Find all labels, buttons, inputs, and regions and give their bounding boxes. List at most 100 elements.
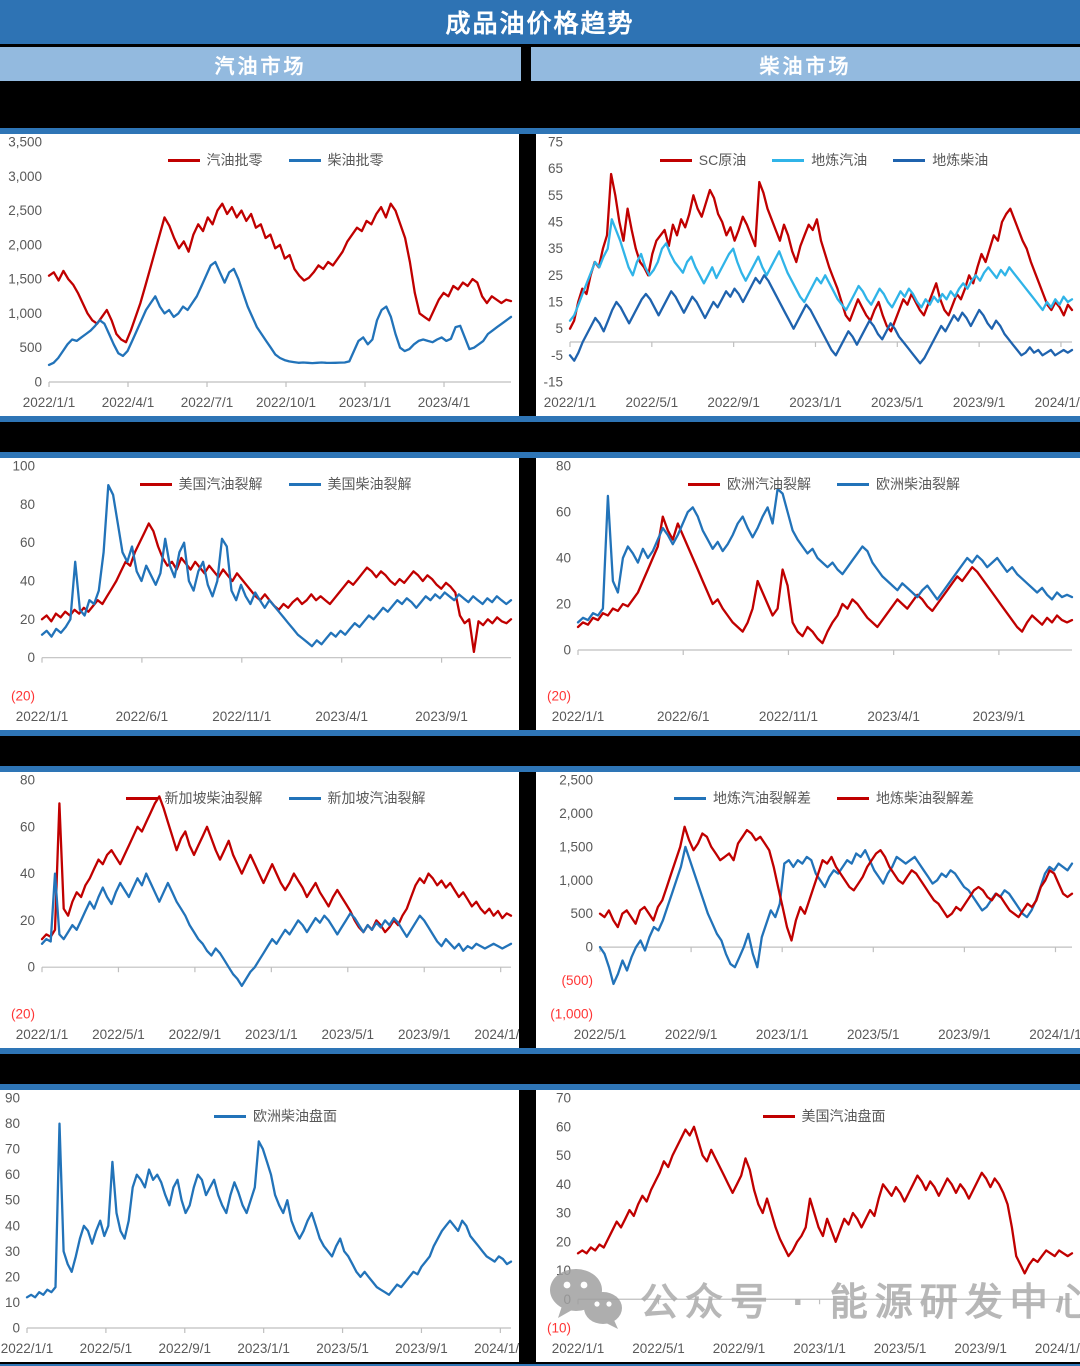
chart-cell-wholesale-retail: 3,500 3,000 2,500 2,000 1,500 1,000 500 0 2022/1… [0,134,519,416]
svg-text:2022/9/1: 2022/9/1 [713,1341,766,1356]
svg-text:2022/5/1: 2022/5/1 [632,1341,685,1356]
svg-text:2024/1/1: 2024/1/1 [474,1027,519,1042]
svg-text:2023/1/1: 2023/1/1 [789,395,842,410]
svg-text:2022/5/1: 2022/5/1 [92,1027,145,1042]
svg-text:2024/1/1: 2024/1/1 [1035,395,1080,410]
chart-cell-europe-diesel-futures: 90 80 70 60 50 40 30 20 10 0 2022/1/1 2022/5/1 2022/… [0,1090,519,1362]
chart-cell-singapore-crack: 80 60 40 20 0 (20) 2022/1/1 2022/5/1 2022/9/1 202… [0,772,519,1048]
svg-text:100: 100 [12,459,35,474]
svg-text:-5: -5 [551,348,563,363]
svg-text:2022/10/1: 2022/10/1 [256,395,316,410]
teapot-spread-chart: 2,500 2,000 1,500 1,000 500 0 (500) (1,000) 2022… [536,772,1080,1048]
svg-text:2023/9/1: 2023/9/1 [398,1027,451,1042]
svg-text:(20): (20) [11,689,35,704]
svg-text:2023/9/1: 2023/9/1 [938,1027,991,1042]
svg-text:2023/5/1: 2023/5/1 [322,1027,375,1042]
svg-text:2022/9/1: 2022/9/1 [169,1027,222,1042]
svg-text:10: 10 [5,1295,20,1310]
svg-text:(500): (500) [561,973,593,988]
page-title: 成品油价格趋势 [445,10,635,38]
bottom-border-bar [0,1362,1080,1366]
svg-text:60: 60 [556,1119,571,1134]
svg-text:2022/1/1: 2022/1/1 [16,1027,69,1042]
svg-text:2023/9/1: 2023/9/1 [953,395,1006,410]
singapore-crack-chart: 80 60 40 20 0 (20) 2022/1/1 2022/5/1 2022/9/1 202… [0,772,519,1048]
svg-text:2022/5/1: 2022/5/1 [626,395,679,410]
svg-text:2022/5/1: 2022/5/1 [80,1341,133,1356]
svg-text:20: 20 [20,913,35,928]
svg-text:35: 35 [548,241,563,256]
series-汽油批零 [47,202,513,344]
chart-cell-sc-crude-teapot: 75 65 55 45 35 25 15 5 -5 -15 2022/1/1 2022/5/1 2022… [536,134,1080,416]
chart-row-2: 100 80 60 40 20 0 (20) 2022/1/1 2022/6/1 2022/11/… [0,458,1080,730]
svg-text:90: 90 [5,1091,20,1106]
svg-text:0: 0 [27,650,35,665]
svg-text:40: 40 [556,551,571,566]
svg-text:20: 20 [556,597,571,612]
svg-text:2024/1/1: 2024/1/1 [474,1341,519,1356]
separator-band [0,84,1080,134]
market-column-headers: 汽油市场 柴油市场 [0,47,1080,84]
svg-text:70: 70 [5,1142,20,1157]
svg-text:2024/1/1: 2024/1/1 [1029,1027,1080,1042]
separator-band [0,1048,1080,1090]
chart-cell-us-crack: 100 80 60 40 20 0 (20) 2022/1/1 2022/6/1 2022/11/… [0,458,519,730]
svg-text:0: 0 [585,940,593,955]
svg-text:2023/9/1: 2023/9/1 [954,1341,1007,1356]
svg-text:1,500: 1,500 [8,272,42,287]
svg-text:500: 500 [19,340,42,355]
svg-text:2022/5/1: 2022/5/1 [574,1027,627,1042]
us-crack-chart: 100 80 60 40 20 0 (20) 2022/1/1 2022/6/1 2022/11/… [0,458,519,730]
series-欧洲柴油盘面 [25,1122,513,1299]
svg-text:2023/4/1: 2023/4/1 [315,709,368,724]
svg-text:40: 40 [556,1177,571,1192]
svg-text:50: 50 [5,1193,20,1208]
svg-text:1,000: 1,000 [559,873,593,888]
sc-crude-teapot-chart: 75 65 55 45 35 25 15 5 -5 -15 2022/1/1 2022/5/1 2022… [536,134,1080,416]
svg-text:3,000: 3,000 [8,169,42,184]
svg-text:500: 500 [570,906,593,921]
svg-text:40: 40 [5,1218,20,1233]
svg-text:5: 5 [555,321,563,336]
svg-text:2022/11/1: 2022/11/1 [212,709,271,724]
svg-text:0: 0 [563,643,571,658]
svg-text:2,000: 2,000 [559,806,593,821]
svg-text:40: 40 [20,866,35,881]
svg-text:2022/1/1: 2022/1/1 [552,1341,605,1356]
svg-text:20: 20 [20,612,35,627]
svg-text:60: 60 [20,819,35,834]
series-柴油批零 [47,260,513,367]
svg-text:2,500: 2,500 [559,773,593,788]
svg-text:2023/5/1: 2023/5/1 [871,395,924,410]
svg-text:80: 80 [20,497,35,512]
svg-text:2024/1/1: 2024/1/1 [1035,1341,1080,1356]
svg-text:80: 80 [556,459,571,474]
svg-text:(20): (20) [547,689,571,704]
svg-text:2023/1/1: 2023/1/1 [793,1341,846,1356]
svg-text:(10): (10) [547,1321,571,1336]
svg-text:2023/4/1: 2023/4/1 [418,395,471,410]
svg-text:30: 30 [556,1206,571,1221]
svg-text:2023/5/1: 2023/5/1 [874,1341,927,1356]
svg-text:2023/4/1: 2023/4/1 [867,709,920,724]
svg-text:50: 50 [556,1148,571,1163]
svg-text:2023/9/1: 2023/9/1 [395,1341,448,1356]
svg-text:2023/1/1: 2023/1/1 [245,1027,298,1042]
wholesale-retail-chart: 3,500 3,000 2,500 2,000 1,500 1,000 500 0 2022/1… [0,134,519,416]
svg-text:0: 0 [34,375,42,390]
svg-text:2023/9/1: 2023/9/1 [415,709,468,724]
svg-text:2022/7/1: 2022/7/1 [181,395,234,410]
svg-text:2022/4/1: 2022/4/1 [102,395,155,410]
svg-text:3,500: 3,500 [8,135,42,150]
series-美国汽油裂解 [40,522,513,654]
svg-text:2022/9/1: 2022/9/1 [159,1341,212,1356]
svg-text:2022/1/1: 2022/1/1 [544,395,597,410]
svg-text:2023/5/1: 2023/5/1 [316,1341,369,1356]
svg-text:-15: -15 [543,375,563,390]
svg-text:65: 65 [548,161,563,176]
europe-diesel-futures-chart: 90 80 70 60 50 40 30 20 10 0 2022/1/1 2022/5/1 2022/… [0,1090,519,1362]
svg-text:70: 70 [556,1091,571,1106]
chart-cell-europe-crack: 80 60 40 20 0 (20) 2022/1/1 2022/6/1 2022/11/1 20… [536,458,1080,730]
series-欧洲汽油裂解 [576,515,1074,645]
